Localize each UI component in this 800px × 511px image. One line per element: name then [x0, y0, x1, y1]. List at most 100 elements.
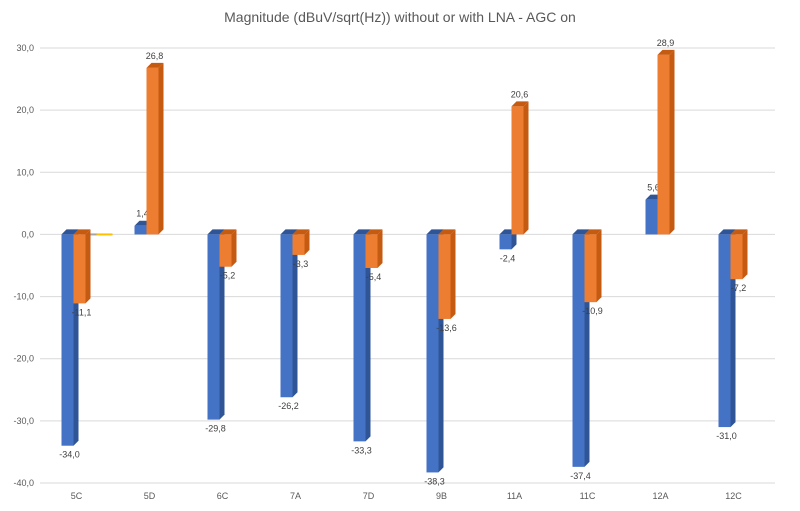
y-tick-label: 10,0: [16, 167, 34, 177]
bar-top: [219, 229, 237, 235]
bar-front: [584, 234, 597, 303]
x-tick-label: 9B: [436, 491, 447, 501]
y-tick-label: 20,0: [16, 105, 34, 115]
bar-top: [61, 229, 79, 235]
data-label: -2,4: [500, 253, 516, 263]
bar-side: [377, 229, 383, 268]
bar-front: [511, 106, 524, 235]
bar-series-2: [584, 229, 602, 303]
chart-title: Magnitude (dBuV/sqrt(Hz)) without or wit…: [224, 9, 576, 25]
data-label: -5,4: [366, 272, 382, 282]
bar-top: [365, 229, 383, 235]
bar-top: [353, 229, 371, 235]
bar-side: [292, 229, 298, 398]
data-label: -13,6: [436, 323, 457, 333]
bar-front: [146, 67, 159, 235]
bar-front: [718, 234, 731, 428]
bar-series-2: [219, 229, 237, 267]
bar-side: [450, 229, 456, 319]
data-label: -34,0: [59, 450, 80, 460]
bar-side: [365, 229, 371, 442]
bar-front: [499, 234, 512, 250]
x-tick-label: 7A: [290, 491, 301, 501]
bar-series-2: [438, 229, 456, 319]
bar-front: [61, 234, 74, 446]
bar-series-2: [730, 229, 748, 280]
bar-front: [73, 234, 86, 304]
bar-side: [523, 101, 529, 235]
bar-side: [85, 229, 91, 304]
bar-front: [134, 225, 147, 235]
bar-top: [280, 229, 298, 235]
y-tick-label: 30,0: [16, 43, 34, 53]
bar-front: [657, 54, 670, 235]
data-label: 1,4: [136, 209, 149, 219]
bar-top: [572, 229, 590, 235]
bar-top: [426, 229, 444, 235]
data-label: -33,3: [351, 445, 372, 455]
x-tick-label: 12C: [725, 491, 742, 501]
bar-front: [730, 234, 743, 280]
data-label: -3,3: [293, 259, 309, 269]
data-label: -26,2: [278, 401, 299, 411]
bar-front: [572, 234, 585, 467]
bar-top: [584, 229, 602, 235]
x-tick-label: 5D: [144, 491, 156, 501]
y-tick-label: -30,0: [13, 416, 34, 426]
y-tick-label: -20,0: [13, 354, 34, 364]
bar-top: [730, 229, 748, 235]
bar-side: [158, 62, 164, 235]
bar-series-2: [657, 49, 675, 235]
bar-side: [304, 229, 310, 255]
bar-front: [353, 234, 366, 442]
bar-series-2: [292, 229, 310, 255]
bar-series-2: [146, 62, 164, 235]
bar-top: [146, 62, 164, 68]
bar-series-1: [207, 229, 225, 420]
bar-front: [645, 199, 658, 235]
data-label: -7,2: [731, 283, 747, 293]
bar-series-1: [353, 229, 371, 442]
bar-series-2: [365, 229, 383, 268]
x-tick-label: 7D: [363, 491, 375, 501]
bar-front: [219, 234, 232, 267]
bar-top: [73, 229, 91, 235]
data-label: 5,6: [647, 183, 660, 193]
bar-extra-yellow: [96, 233, 113, 236]
data-label: -10,9: [582, 306, 603, 316]
data-label: -5,2: [220, 271, 236, 281]
y-tick-label: 0,0: [21, 229, 34, 239]
bar-series-2: [511, 101, 529, 235]
bar-top: [511, 101, 529, 107]
bar-top: [718, 229, 736, 235]
bar-front: [292, 234, 305, 255]
bar-front: [426, 234, 439, 473]
bar-top: [207, 229, 225, 235]
bar-front: [365, 234, 378, 268]
bar-series-1: [61, 229, 79, 446]
data-label: 20,6: [511, 89, 529, 99]
bar-side: [596, 229, 602, 303]
y-tick-label: -40,0: [13, 478, 34, 488]
bar-side: [742, 229, 748, 280]
bar-front: [280, 234, 293, 398]
data-label: -11,1: [72, 307, 92, 317]
x-tick-label: 12A: [652, 491, 668, 501]
bar-series-1: [280, 229, 298, 398]
data-label: 26,8: [146, 51, 164, 61]
bar-side: [231, 229, 237, 267]
x-tick-label: 5C: [71, 491, 83, 501]
x-tick-label: 11C: [580, 491, 596, 501]
bar-top: [657, 49, 675, 55]
bar-side: [669, 49, 675, 235]
bar-front: [207, 234, 220, 420]
bar-series-2: [73, 229, 91, 304]
bar-top: [292, 229, 310, 235]
data-label: -37,4: [570, 471, 591, 481]
bar-side: [219, 229, 225, 420]
bar-top: [438, 229, 456, 235]
data-label: 28,9: [657, 38, 675, 48]
y-tick-label: -10,0: [13, 292, 34, 302]
